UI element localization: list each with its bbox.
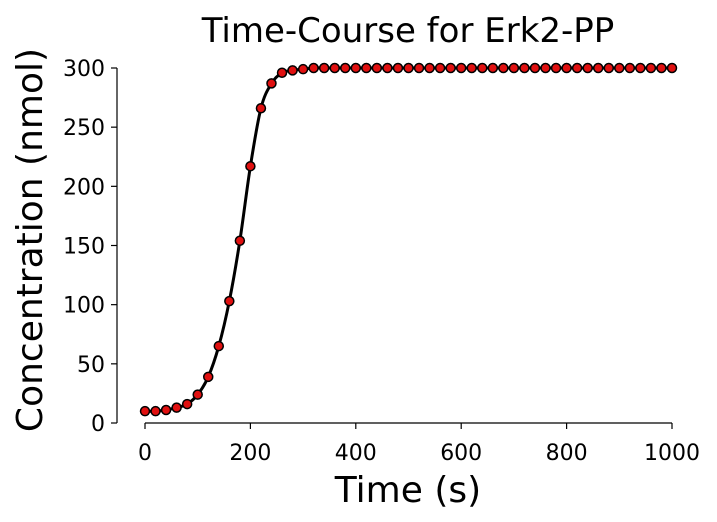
- data-point: [181, 398, 193, 410]
- data-point: [329, 62, 340, 74]
- data-point: [592, 62, 604, 74]
- data-point: [529, 62, 541, 74]
- x-tick-label: 400: [335, 441, 377, 466]
- data-point: [287, 65, 298, 76]
- y-tick-label: 150: [63, 235, 105, 260]
- data-point: [498, 62, 509, 74]
- data-point: [540, 62, 551, 74]
- data-point: [403, 62, 414, 74]
- data-point: [519, 62, 530, 74]
- data-point: [245, 160, 256, 172]
- data-point: [308, 62, 319, 74]
- x-tick-label: 1000: [644, 441, 700, 466]
- data-point: [666, 62, 678, 74]
- x-tick-label: 800: [546, 441, 588, 466]
- x-tick-label: 600: [440, 441, 482, 466]
- data-point: [276, 67, 288, 78]
- data-point: [139, 405, 151, 417]
- data-point: [582, 62, 593, 74]
- data-point: [508, 62, 520, 74]
- data-point: [340, 62, 351, 74]
- data-point: [234, 235, 246, 247]
- data-point: [350, 62, 362, 74]
- data-point: [614, 62, 625, 74]
- y-tick-label: 50: [77, 353, 105, 378]
- data-point: [477, 62, 488, 74]
- chart-title: Time-Course for Erk2-PP: [201, 11, 615, 51]
- series-line: [144, 66, 672, 413]
- data-point: [202, 371, 214, 383]
- y-tick-label: 250: [63, 116, 105, 141]
- data-point: [466, 62, 477, 74]
- y-tick-label: 100: [63, 294, 105, 319]
- x-tick-label: 0: [138, 441, 152, 466]
- data-point: [550, 62, 562, 74]
- data-point: [213, 340, 225, 352]
- data-point: [487, 62, 499, 74]
- x-axis-label: Time (s): [334, 470, 481, 511]
- plot-area: [139, 62, 678, 417]
- data-point: [160, 404, 172, 416]
- data-point: [445, 62, 456, 74]
- data-point: [266, 78, 277, 89]
- data-point: [455, 62, 467, 74]
- y-axis: 0 50 100 150 200 250 300: [63, 57, 118, 437]
- y-tick-label: 300: [63, 57, 105, 82]
- data-point: [434, 62, 446, 74]
- data-point: [171, 402, 182, 413]
- data-point: [392, 62, 404, 74]
- data-point: [603, 62, 615, 74]
- y-axis-label: Concentration (nmol): [10, 48, 51, 432]
- data-point: [656, 62, 667, 74]
- data-point: [224, 295, 235, 307]
- y-tick-label: 200: [63, 175, 105, 200]
- data-point: [371, 62, 383, 74]
- data-point: [645, 62, 657, 74]
- y-tick-label: 0: [91, 412, 105, 437]
- data-point: [413, 62, 425, 74]
- data-point: [624, 62, 636, 74]
- x-tick-label: 200: [229, 441, 271, 466]
- data-point: [318, 62, 330, 74]
- data-point: [561, 62, 572, 74]
- data-point: [424, 62, 435, 74]
- x-axis: 0 200 400 600 800 1000: [138, 422, 700, 466]
- data-point: [382, 62, 393, 74]
- data-point: [361, 62, 372, 74]
- data-point: [571, 62, 583, 74]
- data-point: [192, 389, 203, 400]
- data-point: [635, 62, 646, 74]
- data-point: [255, 102, 267, 114]
- data-point: [297, 63, 309, 75]
- data-point: [150, 405, 161, 417]
